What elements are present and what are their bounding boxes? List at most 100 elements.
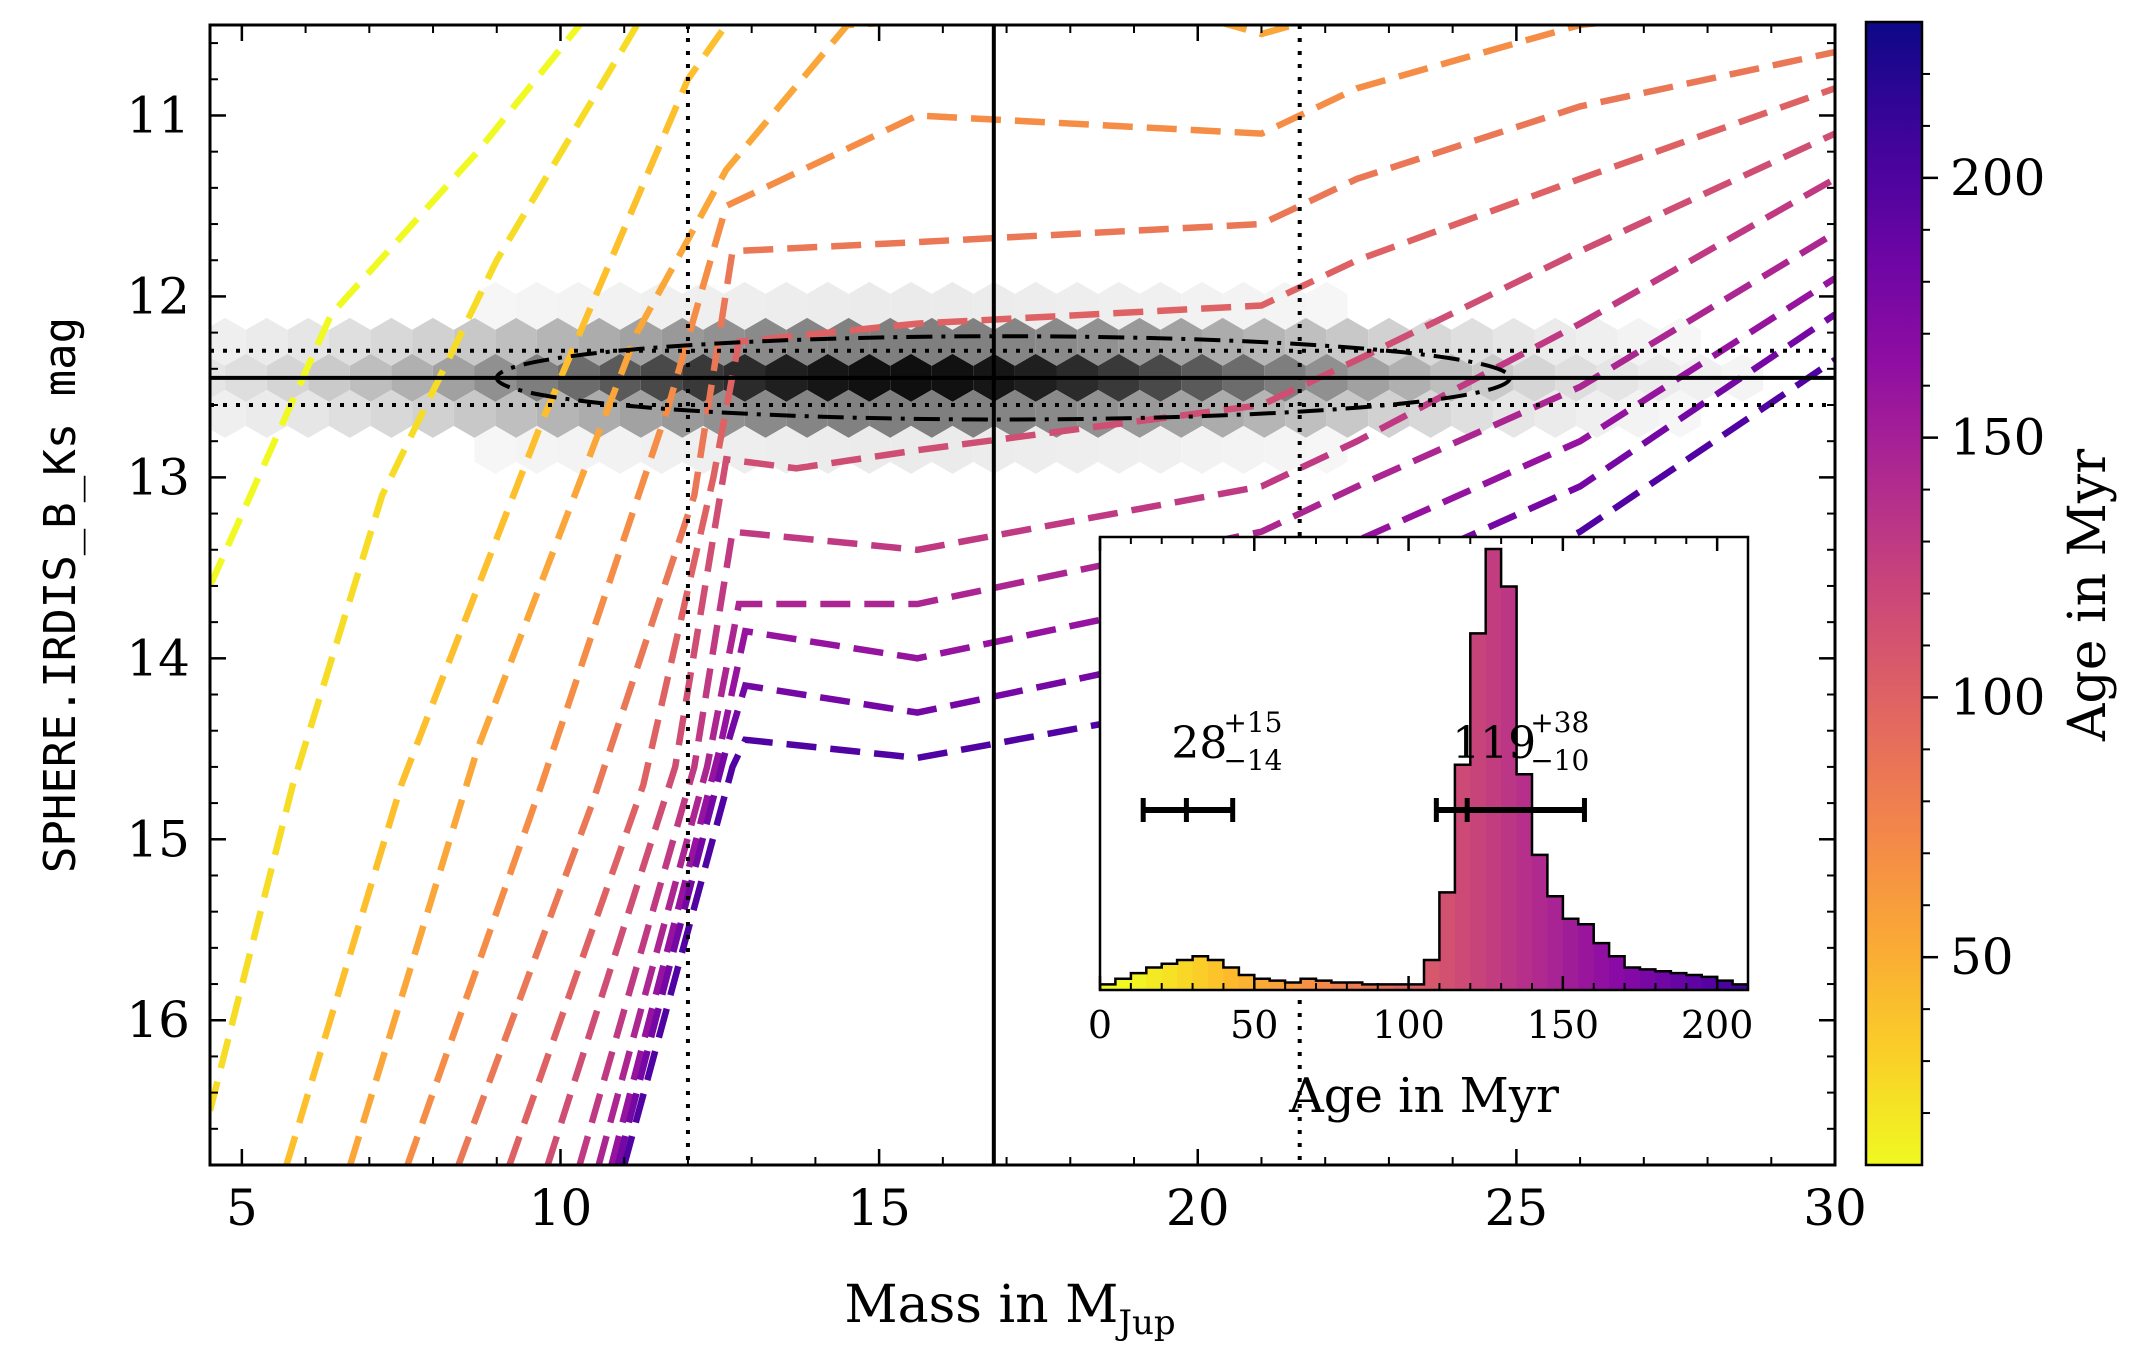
density-hexbin [329,389,371,438]
inset-x-label: Age in Myr [1288,1068,1559,1124]
x-tick-label: 20 [1166,1179,1230,1237]
plot-area [100,25,1835,1165]
isochrone-line [210,25,640,1112]
density-hexbin [453,317,496,366]
colorbar-gradient [1864,20,1924,1167]
density-hexbin [1035,317,1078,366]
density-hexbin [599,425,641,474]
density-hexbin [1139,425,1182,474]
histogram-bar [1701,976,1718,990]
density-hexbin [516,425,558,474]
histogram-bar [1732,984,1748,990]
histogram-bar [1439,892,1456,990]
y-tick-label: 12 [126,267,190,325]
density-hexbin [1576,317,1618,366]
density-hexbin [245,317,288,366]
density-hexbin [786,317,828,366]
isochrone-line [404,25,1611,1165]
isochrone-line [595,230,1835,1165]
histogram-bar [1393,984,1410,990]
peak-upper-error: +15 [1223,706,1282,739]
y-axis-label: SPHERE.IRDIS_B_Ks mag [35,317,86,873]
colorbar-ticks: 50 100 150 200 [1922,72,2045,1115]
histogram-bar [1238,974,1255,990]
density-hexbin [640,281,683,330]
density-hexbin [744,389,787,438]
density-hexbin [495,389,537,438]
isochrone-line [544,130,1835,1165]
density-hexbin [329,317,371,366]
density-hexbin [516,281,558,330]
histogram-bar [1640,969,1656,990]
inset-histogram: 28+15 −14 119+38 −10 0 50 100 150 200 Age in My… [1088,535,1753,1124]
peak-annotation: 119 [1452,718,1536,769]
isochrone-line [210,25,583,588]
density-hexbin [370,389,413,438]
density-hexbin [287,317,329,366]
histogram-bar [1593,943,1610,990]
histogram-bar [1254,978,1271,990]
density-hexbin [474,281,517,330]
density-hexbin [210,317,246,366]
density-hexbin [1264,281,1306,330]
peak-lower-error: −10 [1530,744,1589,777]
density-hexbin [994,389,1036,438]
density-hexbin [412,317,454,366]
histogram-bar [1408,984,1425,990]
density-hexbin [121,390,163,438]
inset-tick-label: 100 [1372,1003,1445,1047]
inset-tick-label: 50 [1230,1003,1278,1047]
isochrone-line [608,275,1835,1165]
density-hexbin [100,354,141,402]
density-hexbin [1492,317,1535,366]
histogram-bar [1624,967,1641,990]
histogram-bar [1532,854,1548,990]
inset-axes: 0 50 100 150 200 [1088,537,1753,1047]
density-hexbin [890,425,932,474]
colorbar-tick-label: 200 [1950,149,2045,207]
histogram-bar [1578,924,1595,990]
y-tick-label: 15 [126,810,190,868]
density-hexbin [557,425,600,474]
histogram-bar [1485,549,1502,990]
density-hexbin [1098,281,1140,330]
density-hexbin [1056,425,1098,474]
density-hexbin [786,389,828,438]
histogram-bar [1146,967,1163,990]
histogram-bar [1331,982,1348,990]
density-hexbin [620,389,662,438]
density-hexbin [1118,317,1161,366]
density-hexbin [1409,317,1452,366]
colorbar-tick-label: 100 [1950,668,2045,726]
x-tick-label: 25 [1485,1179,1549,1237]
inset-frame [1098,535,1750,992]
y-tick-label: 14 [126,629,190,687]
density-hexbin [994,317,1036,366]
density-hexbin [412,389,454,438]
histogram-bar [1562,918,1579,990]
histogram-bar [1316,980,1332,990]
density-hexbin [495,317,537,366]
density-hexbin [1077,317,1119,366]
density-hexbin [1409,389,1452,438]
density-hexbin [287,389,329,438]
density-hexbin [1098,425,1140,474]
density-hexbin [1222,425,1265,474]
density-hexbin [931,425,974,474]
histogram-bar [1269,980,1286,990]
histogram-bar [1192,956,1209,990]
peak-lower-error: −14 [1223,744,1282,777]
histogram-bar [1516,774,1533,990]
density-hexbin [952,317,995,366]
inset-bars [1100,547,1748,990]
plot-frame [208,23,1837,1167]
x-tick-label: 30 [1803,1179,1867,1237]
y-tick-label: 11 [126,86,190,144]
density-hexbin [890,281,932,330]
y-tick-label: 16 [126,991,190,1049]
density-hexbin [1285,317,1327,366]
histogram-bar [1115,978,1132,990]
density-hexbin [1451,389,1493,438]
density-hexbin [1451,317,1493,366]
density-hexbin [1534,317,1577,366]
